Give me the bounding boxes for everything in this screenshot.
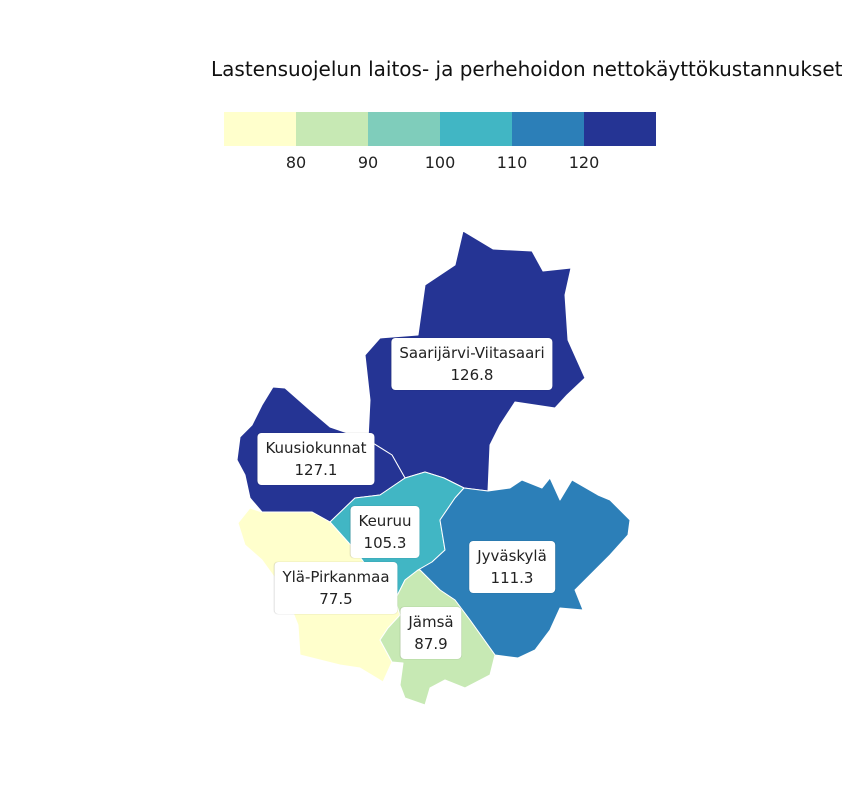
region-name: Jämsä xyxy=(408,613,454,631)
region-label-kuusiokunnat: Kuusiokunnat 127.1 xyxy=(257,433,375,485)
legend-swatch xyxy=(368,112,440,146)
legend-swatch xyxy=(512,112,584,146)
legend-tick: 80 xyxy=(285,153,307,172)
region-name: Ylä-Pirkanmaa xyxy=(282,568,390,586)
legend-swatch xyxy=(224,112,296,146)
region-label-jamsa: Jämsä 87.9 xyxy=(400,607,462,659)
legend-tick: 110 xyxy=(496,153,528,172)
region-value: 127.1 xyxy=(294,461,338,479)
region-value: 105.3 xyxy=(363,534,407,552)
legend-tick: 100 xyxy=(424,153,456,172)
region-label-yla-pirkanmaa: Ylä-Pirkanmaa 77.5 xyxy=(274,562,398,614)
region-value: 77.5 xyxy=(319,590,353,608)
region-value: 111.3 xyxy=(490,569,534,587)
region-label-keuruu: Keuruu 105.3 xyxy=(350,506,420,558)
legend-swatch xyxy=(584,112,656,146)
region-value: 126.8 xyxy=(450,366,494,384)
region-value: 87.9 xyxy=(414,635,448,653)
legend-swatch xyxy=(296,112,368,146)
region-label-saarijarvi-viitasaari: Saarijärvi-Viitasaari 126.8 xyxy=(391,338,553,390)
region-label-jyvaskyla: Jyväskylä 111.3 xyxy=(469,541,555,593)
region-name: Saarijärvi-Viitasaari xyxy=(399,344,545,362)
region-name: Jyväskylä xyxy=(477,547,547,565)
legend-tick: 120 xyxy=(568,153,600,172)
region-name: Kuusiokunnat xyxy=(265,439,367,457)
map-title: Lastensuojelun laitos- ja perhehoidon ne… xyxy=(211,57,843,81)
legend-swatch xyxy=(440,112,512,146)
region-name: Keuruu xyxy=(358,512,412,530)
legend-tick: 90 xyxy=(357,153,379,172)
